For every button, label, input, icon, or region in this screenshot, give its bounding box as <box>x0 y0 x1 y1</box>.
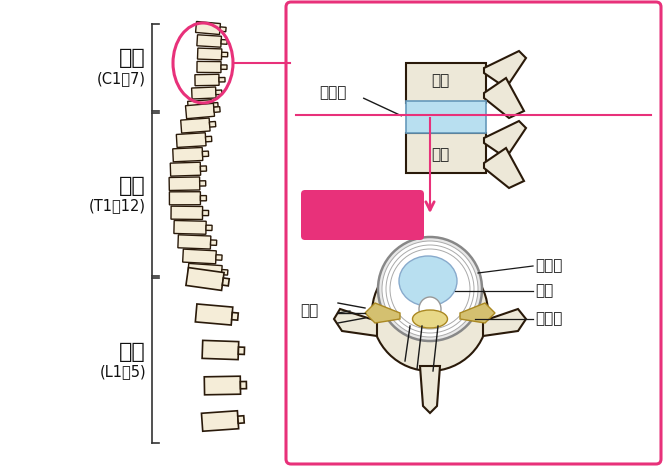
FancyBboxPatch shape <box>181 118 210 133</box>
Text: 腰椎: 腰椎 <box>119 341 146 362</box>
FancyBboxPatch shape <box>240 382 247 389</box>
FancyBboxPatch shape <box>197 35 221 47</box>
FancyBboxPatch shape <box>221 269 228 275</box>
FancyBboxPatch shape <box>171 206 203 219</box>
FancyBboxPatch shape <box>174 220 206 234</box>
Circle shape <box>390 249 470 329</box>
Polygon shape <box>420 366 440 413</box>
FancyBboxPatch shape <box>188 100 212 112</box>
FancyBboxPatch shape <box>406 101 486 133</box>
Text: 椎間板: 椎間板 <box>319 86 346 100</box>
Text: 椎体: 椎体 <box>431 147 449 162</box>
Circle shape <box>398 277 462 341</box>
FancyBboxPatch shape <box>219 27 226 32</box>
FancyBboxPatch shape <box>221 40 227 44</box>
FancyBboxPatch shape <box>206 225 212 230</box>
Text: 頸椎: 頸椎 <box>119 49 146 68</box>
FancyBboxPatch shape <box>197 61 221 73</box>
Circle shape <box>386 245 474 333</box>
FancyBboxPatch shape <box>222 278 229 286</box>
FancyBboxPatch shape <box>216 255 222 260</box>
FancyBboxPatch shape <box>200 166 207 171</box>
Polygon shape <box>483 309 526 336</box>
FancyBboxPatch shape <box>238 416 244 423</box>
FancyBboxPatch shape <box>286 2 661 464</box>
Ellipse shape <box>419 297 441 321</box>
FancyBboxPatch shape <box>183 249 216 264</box>
FancyBboxPatch shape <box>196 22 220 34</box>
FancyBboxPatch shape <box>219 78 225 82</box>
FancyBboxPatch shape <box>213 106 220 113</box>
Text: (L1～5): (L1～5) <box>99 364 146 379</box>
Text: 椎間板で: 椎間板で <box>313 197 348 212</box>
Polygon shape <box>406 133 486 173</box>
FancyBboxPatch shape <box>211 240 217 245</box>
FancyBboxPatch shape <box>215 90 222 95</box>
FancyBboxPatch shape <box>176 133 206 147</box>
FancyBboxPatch shape <box>221 65 227 69</box>
FancyBboxPatch shape <box>200 195 206 201</box>
FancyBboxPatch shape <box>201 411 239 431</box>
Text: 胸椎: 胸椎 <box>119 176 146 195</box>
Text: 椎体: 椎体 <box>431 73 449 89</box>
Polygon shape <box>484 78 524 118</box>
Circle shape <box>372 255 488 371</box>
Ellipse shape <box>415 303 445 323</box>
Polygon shape <box>460 303 495 323</box>
FancyBboxPatch shape <box>221 52 227 57</box>
Text: (T1～12): (T1～12) <box>89 198 146 213</box>
FancyBboxPatch shape <box>178 235 211 249</box>
Ellipse shape <box>399 256 457 306</box>
FancyBboxPatch shape <box>301 190 424 240</box>
Circle shape <box>378 237 482 341</box>
Text: 神経根: 神経根 <box>535 311 563 326</box>
FancyBboxPatch shape <box>196 304 233 325</box>
Polygon shape <box>406 63 486 103</box>
Text: 神経: 神経 <box>300 303 319 318</box>
Polygon shape <box>334 309 377 336</box>
FancyBboxPatch shape <box>202 341 239 360</box>
FancyBboxPatch shape <box>204 376 241 395</box>
FancyBboxPatch shape <box>195 74 219 86</box>
FancyBboxPatch shape <box>202 151 209 156</box>
FancyBboxPatch shape <box>173 147 203 162</box>
Polygon shape <box>365 303 400 323</box>
FancyBboxPatch shape <box>200 181 205 186</box>
Ellipse shape <box>412 310 448 328</box>
Circle shape <box>382 241 478 337</box>
FancyBboxPatch shape <box>192 87 216 99</box>
FancyBboxPatch shape <box>238 347 245 355</box>
FancyBboxPatch shape <box>203 211 209 216</box>
Text: 繊維輪: 繊維輪 <box>535 259 563 274</box>
Text: 切った断面図: 切った断面図 <box>313 219 366 235</box>
Polygon shape <box>484 51 526 88</box>
FancyBboxPatch shape <box>188 263 222 278</box>
FancyBboxPatch shape <box>231 312 238 320</box>
Polygon shape <box>484 121 526 158</box>
Text: 髄核: 髄核 <box>535 284 553 299</box>
FancyBboxPatch shape <box>212 103 218 107</box>
FancyBboxPatch shape <box>186 268 224 291</box>
FancyBboxPatch shape <box>205 136 211 142</box>
FancyBboxPatch shape <box>169 177 200 190</box>
FancyBboxPatch shape <box>186 103 215 119</box>
FancyBboxPatch shape <box>170 162 201 176</box>
FancyBboxPatch shape <box>170 192 200 205</box>
FancyBboxPatch shape <box>209 122 215 127</box>
FancyBboxPatch shape <box>198 48 222 60</box>
Polygon shape <box>484 148 524 188</box>
Text: (C1～7): (C1～7) <box>97 71 146 86</box>
